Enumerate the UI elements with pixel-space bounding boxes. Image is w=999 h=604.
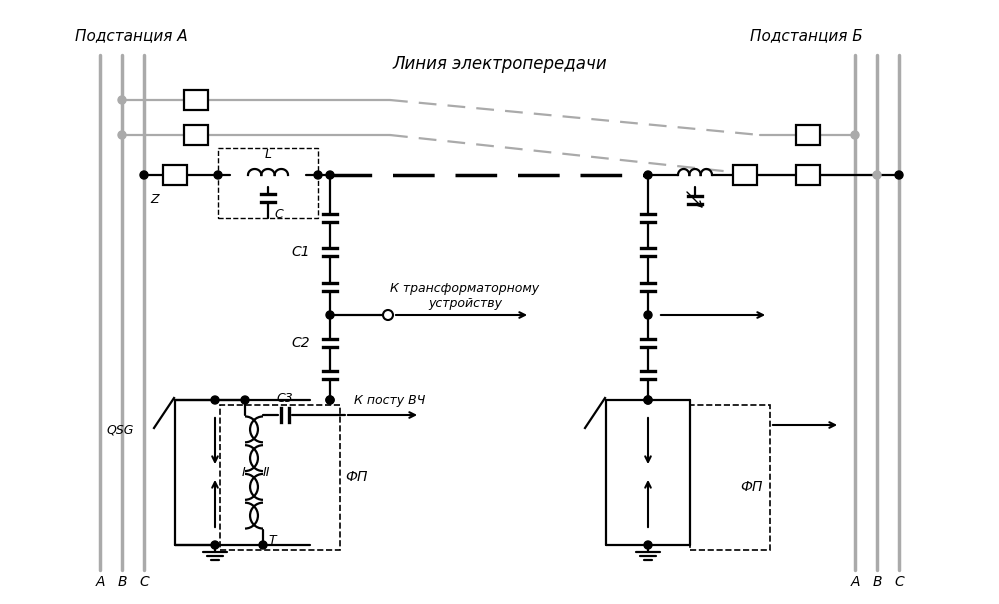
Text: C2: C2 (292, 336, 310, 350)
Circle shape (118, 96, 126, 104)
Text: A: A (95, 575, 105, 589)
Circle shape (326, 311, 334, 319)
Circle shape (211, 541, 219, 549)
Text: C3: C3 (277, 392, 294, 405)
Text: B: B (117, 575, 127, 589)
Circle shape (873, 171, 881, 179)
Circle shape (326, 396, 334, 404)
Text: Линия электропередачи: Линия электропередачи (393, 55, 607, 73)
Text: B: B (872, 575, 882, 589)
Text: QSG: QSG (107, 423, 134, 437)
Circle shape (259, 541, 267, 549)
Text: К посту ВЧ: К посту ВЧ (355, 394, 426, 407)
Bar (733, 165, 757, 185)
Circle shape (644, 396, 652, 404)
Text: T: T (268, 533, 276, 547)
Text: II: II (263, 466, 271, 478)
Circle shape (140, 171, 148, 179)
Text: Z: Z (151, 193, 159, 206)
Circle shape (118, 131, 126, 139)
Circle shape (644, 396, 652, 404)
Bar (220, 405, 340, 550)
Text: L: L (265, 148, 272, 161)
Text: C1: C1 (292, 245, 310, 259)
Bar (163, 165, 187, 185)
Text: К трансформаторному
устройству: К трансформаторному устройству (391, 282, 539, 310)
Bar (184, 90, 208, 110)
Circle shape (644, 171, 652, 179)
Circle shape (326, 396, 334, 404)
Circle shape (644, 541, 652, 549)
Circle shape (644, 311, 652, 319)
Text: Подстанция Б: Подстанция Б (750, 28, 863, 43)
Bar (184, 125, 208, 145)
Circle shape (851, 131, 859, 139)
Text: I: I (241, 466, 245, 478)
Circle shape (214, 171, 222, 179)
Text: C: C (274, 208, 283, 221)
Circle shape (326, 171, 334, 179)
Text: ФП: ФП (740, 480, 762, 494)
Text: Подстанция А: Подстанция А (75, 28, 188, 43)
Bar (796, 165, 820, 185)
Bar (796, 125, 820, 145)
Text: C: C (894, 575, 904, 589)
Circle shape (211, 396, 219, 404)
Circle shape (241, 396, 249, 404)
Circle shape (314, 171, 322, 179)
Bar (690, 405, 770, 550)
Text: ФП: ФП (345, 470, 368, 484)
Bar (218, 148, 318, 218)
Text: C: C (139, 575, 149, 589)
Circle shape (895, 171, 903, 179)
Text: A: A (850, 575, 860, 589)
